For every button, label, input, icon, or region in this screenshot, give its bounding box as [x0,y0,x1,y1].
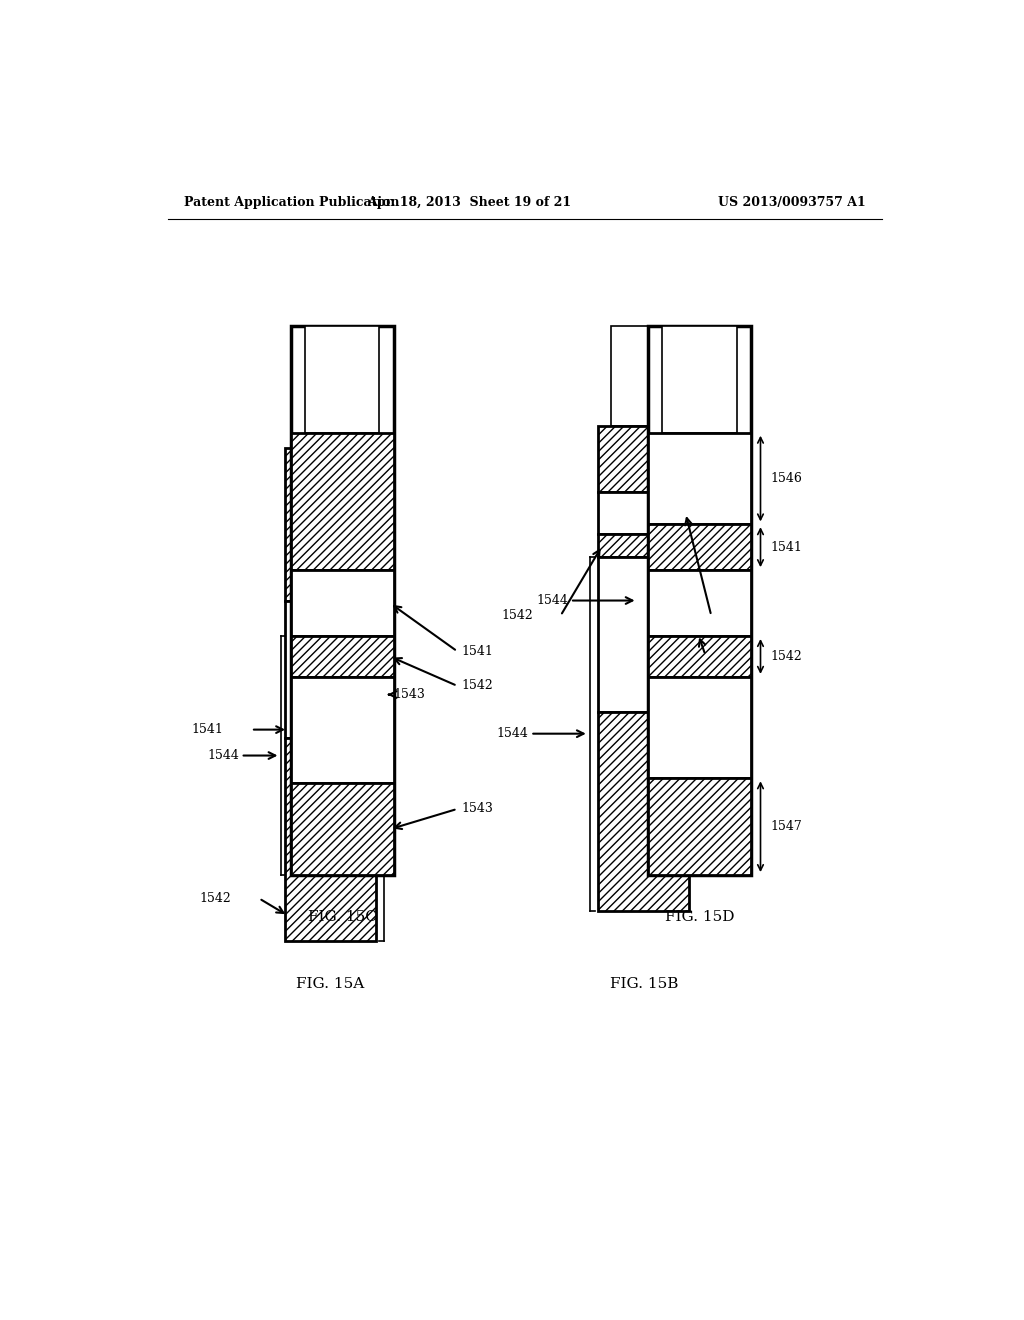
Text: 1543: 1543 [707,648,738,661]
Bar [648,433,751,524]
Bar [598,535,689,557]
Bar [648,677,751,779]
Text: FIG. 15C: FIG. 15C [308,909,377,924]
Bar [648,570,751,636]
Text: Patent Application Publication: Patent Application Publication [183,195,399,209]
Bar [305,326,380,433]
Bar [291,326,394,875]
Text: 1541: 1541 [715,610,748,622]
Text: US 2013/0093757 A1: US 2013/0093757 A1 [718,195,866,209]
Text: 1542: 1542 [200,892,231,904]
Text: 1544: 1544 [497,727,528,741]
Text: 1543: 1543 [393,688,425,701]
Text: 1541: 1541 [191,723,223,737]
Bar [598,557,689,713]
Bar [648,524,751,570]
Text: FIG. 15D: FIG. 15D [665,909,734,924]
Bar [648,636,751,677]
Bar [598,426,689,492]
Bar [285,447,376,601]
Text: 1543: 1543 [461,803,494,816]
Bar [663,326,736,433]
Bar [291,677,394,784]
Bar [291,784,394,875]
Bar [611,326,677,426]
Bar [291,570,394,636]
Bar [285,738,376,941]
Text: 1542: 1542 [770,649,802,663]
Text: 1541: 1541 [461,645,494,657]
Bar [598,492,689,535]
Bar [648,779,751,875]
Text: 1542: 1542 [501,610,532,622]
Text: Apr. 18, 2013  Sheet 19 of 21: Apr. 18, 2013 Sheet 19 of 21 [368,195,571,209]
Text: 1541: 1541 [770,541,802,553]
Bar [296,326,365,447]
Text: 1546: 1546 [770,473,802,484]
Bar [291,636,394,677]
Text: 1544: 1544 [537,594,568,607]
Bar [648,326,751,875]
Text: 1544: 1544 [207,748,240,762]
Text: 1547: 1547 [770,820,802,833]
Text: FIG. 15B: FIG. 15B [609,977,678,991]
Bar [285,601,376,738]
Text: 1542: 1542 [461,680,494,693]
Bar [291,433,394,570]
Text: FIG. 15A: FIG. 15A [296,977,365,991]
Bar [598,713,689,911]
